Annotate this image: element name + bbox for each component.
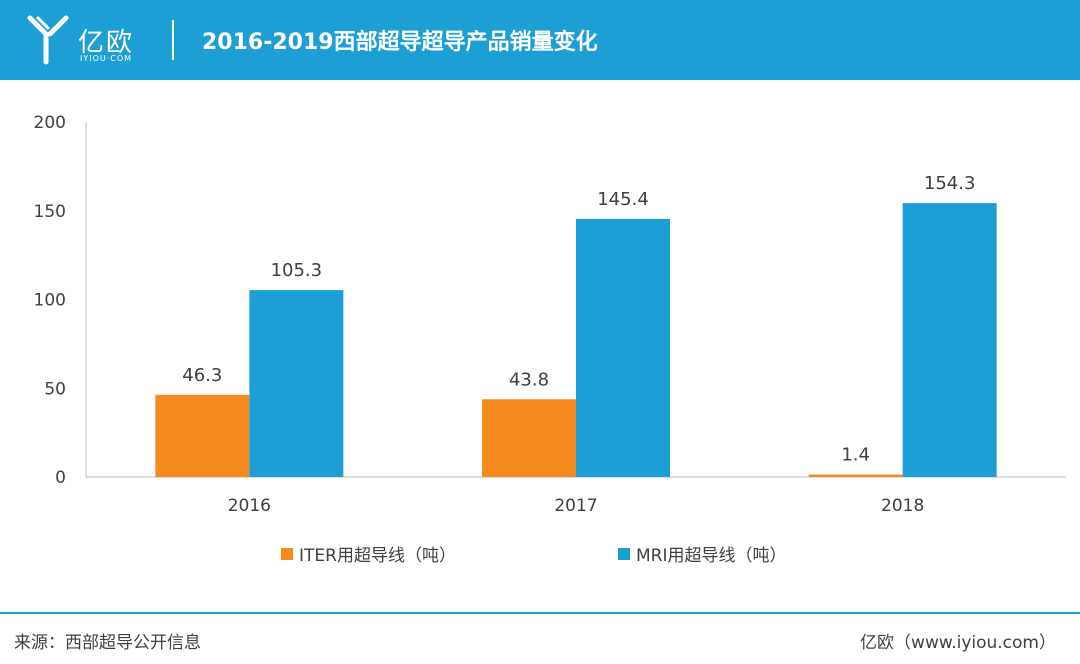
bar-mri (576, 218, 670, 477)
y-tick-label: 150 (34, 202, 66, 222)
x-tick-label: 2017 (554, 496, 597, 516)
logo[interactable]: 亿欧 IYIOU·COM (26, 12, 146, 68)
footer-divider (0, 612, 1080, 614)
logo-subtext: IYIOU·COM (80, 54, 133, 63)
y-tick-label: 100 (34, 291, 66, 311)
bar-iter (155, 394, 250, 477)
page-title: 2016-2019西部超导超导产品销量变化 (202, 30, 598, 55)
bar-mri (249, 290, 344, 477)
data-label: 1.4 (841, 445, 870, 466)
header-divider (172, 20, 174, 60)
x-tick-label: 2016 (228, 496, 271, 516)
brand-link[interactable]: 亿欧（www.iyiou.com） (860, 633, 1056, 653)
y-tick-label: 0 (55, 468, 66, 488)
chart-legend: ITER用超导线（吨） MRI用超导线（吨） (0, 541, 1080, 566)
legend-label-iter: ITER用超导线（吨） (299, 546, 456, 566)
legend-swatch-iter (281, 547, 293, 560)
y-tick-label: 50 (44, 379, 66, 399)
bar-chart: 0 50 100 150 200 46.3 105.3 2016 43.8 145.4 2017 1.… (34, 113, 1066, 516)
y-tick-label: 200 (34, 113, 66, 133)
data-label: 154.3 (924, 173, 976, 194)
source-note: 来源：西部超导公开信息 (14, 633, 201, 653)
legend-swatch-mri (618, 547, 630, 560)
data-label: 46.3 (182, 365, 222, 386)
logo-text: 亿欧 (78, 28, 135, 58)
header-bar: 亿欧 IYIOU·COM 2016-2019西部超导超导产品销量变化 (0, 0, 1080, 80)
data-label: 43.8 (509, 369, 549, 390)
legend-item-mri: MRI用超导线（吨） (618, 541, 787, 566)
bar-iter (482, 399, 576, 477)
bar-mri (902, 203, 997, 477)
legend-label-mri: MRI用超导线（吨） (636, 546, 787, 566)
legend-item-iter: ITER用超导线（吨） (281, 541, 456, 566)
x-tick-label: 2018 (881, 496, 924, 516)
data-label: 145.4 (597, 189, 649, 210)
logo-mark-icon (27, 15, 69, 65)
bar-iter (808, 474, 903, 477)
data-label: 105.3 (271, 260, 323, 281)
